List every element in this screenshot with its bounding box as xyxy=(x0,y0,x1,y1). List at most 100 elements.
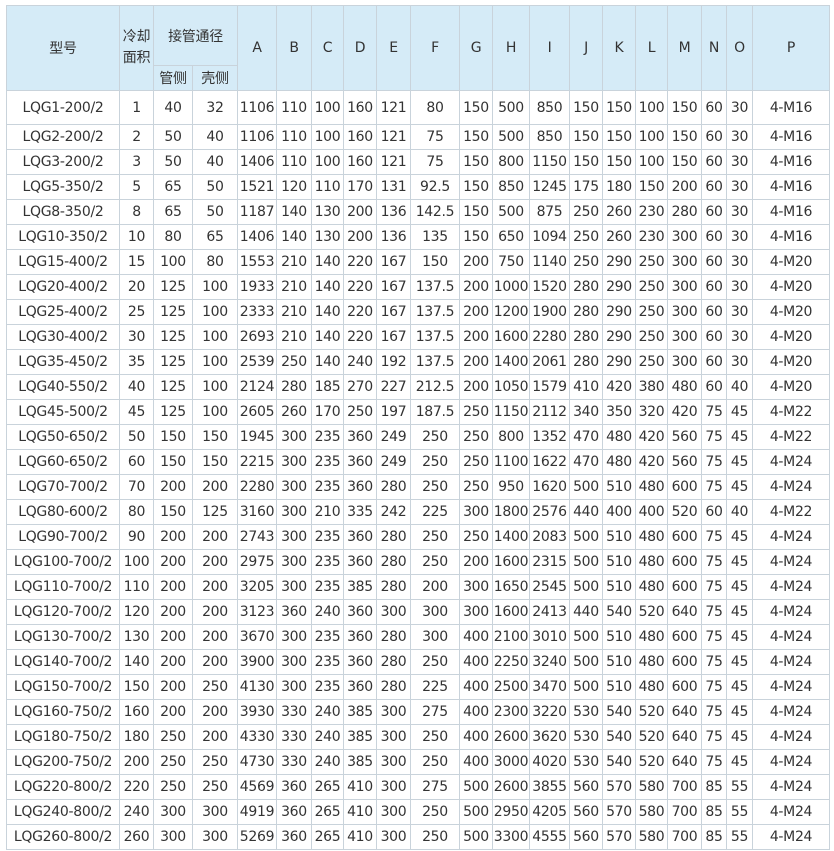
value-cell: 350 xyxy=(602,399,636,425)
value-cell: 360 xyxy=(343,524,377,550)
value-cell: 300 xyxy=(276,524,312,550)
value-cell: 4-M24 xyxy=(752,599,830,625)
value-cell: 330 xyxy=(276,724,312,750)
value-cell: 45 xyxy=(726,399,753,425)
value-cell: 60 xyxy=(701,90,727,125)
value-cell: 1140 xyxy=(529,249,570,275)
value-cell: 300 xyxy=(376,799,411,825)
value-cell: 160 xyxy=(343,90,377,125)
value-cell: 275 xyxy=(410,774,460,800)
value-cell: 4-M20 xyxy=(752,324,830,350)
value-cell: 150 xyxy=(667,90,702,125)
value-cell: 1 xyxy=(119,90,154,125)
table-row: LQG70-700/2 70 200 200 2280 300 235 360 280 250 25… xyxy=(6,474,830,500)
value-cell: 4730 xyxy=(237,749,277,775)
model-cell: LQG3-200/2 xyxy=(6,149,120,175)
value-cell: 35 xyxy=(119,349,154,375)
value-cell: 75 xyxy=(701,749,727,775)
value-cell: 200 xyxy=(192,649,238,675)
table-row: LQG1-200/2 1 40 32 1106 110 100 160 121 80 150 500 8… xyxy=(6,90,830,125)
value-cell: 75 xyxy=(410,124,460,150)
value-cell: 250 xyxy=(410,524,460,550)
value-cell: 1800 xyxy=(492,499,530,525)
value-cell: 3470 xyxy=(529,674,570,700)
value-cell: 140 xyxy=(119,649,154,675)
value-cell: 40 xyxy=(726,499,753,525)
model-cell: LQG120-700/2 xyxy=(6,599,120,625)
table-row: LQG20-400/2 20 125 100 1933 210 140 220 167 137.5… xyxy=(6,274,830,300)
value-cell: 290 xyxy=(602,249,636,275)
value-cell: 4569 xyxy=(237,774,277,800)
value-cell: 170 xyxy=(343,174,377,200)
value-cell: 200 xyxy=(459,549,493,575)
table-row: LQG30-400/2 30 125 100 2693 210 140 220 167 137.5… xyxy=(6,324,830,350)
value-cell: 540 xyxy=(602,724,636,750)
value-cell: 400 xyxy=(602,499,636,525)
value-cell: 400 xyxy=(459,749,493,775)
value-cell: 200 xyxy=(119,749,154,775)
value-cell: 220 xyxy=(343,324,377,350)
value-cell: 140 xyxy=(276,224,312,250)
value-cell: 140 xyxy=(311,249,344,275)
value-cell: 250 xyxy=(192,749,238,775)
value-cell: 60 xyxy=(701,124,727,150)
value-cell: 3 xyxy=(119,149,154,175)
value-cell: 330 xyxy=(276,699,312,725)
value-cell: 167 xyxy=(376,249,411,275)
value-cell: 1579 xyxy=(529,374,570,400)
value-cell: 280 xyxy=(667,199,702,225)
value-cell: 200 xyxy=(459,324,493,350)
value-cell: 235 xyxy=(311,649,344,675)
value-cell: 200 xyxy=(153,624,193,650)
value-cell: 3855 xyxy=(529,774,570,800)
value-cell: 210 xyxy=(276,249,312,275)
value-cell: 2950 xyxy=(492,799,530,825)
value-cell: 300 xyxy=(667,324,702,350)
value-cell: 290 xyxy=(602,274,636,300)
value-cell: 360 xyxy=(276,824,312,850)
table-row: LQG130-700/2 130 200 200 3670 300 235 360 280 300… xyxy=(6,624,830,650)
value-cell: 137.5 xyxy=(410,349,460,375)
value-cell: 100 xyxy=(311,90,344,125)
model-cell: LQG180-750/2 xyxy=(6,724,120,750)
value-cell: 1933 xyxy=(237,274,277,300)
model-cell: LQG130-700/2 xyxy=(6,624,120,650)
value-cell: 300 xyxy=(192,824,238,850)
value-cell: 1200 xyxy=(492,299,530,325)
value-cell: 700 xyxy=(667,824,702,850)
value-cell: 300 xyxy=(459,599,493,625)
value-cell: 500 xyxy=(569,549,603,575)
value-cell: 530 xyxy=(569,699,603,725)
model-cell: LQG60-650/2 xyxy=(6,449,120,475)
value-cell: 142.5 xyxy=(410,199,460,225)
value-cell: 250 xyxy=(410,749,460,775)
value-cell: 3205 xyxy=(237,574,277,600)
value-cell: 75 xyxy=(701,724,727,750)
value-cell: 500 xyxy=(459,774,493,800)
value-cell: 600 xyxy=(667,649,702,675)
value-cell: 250 xyxy=(410,724,460,750)
value-cell: 100 xyxy=(311,124,344,150)
value-cell: 2124 xyxy=(237,374,277,400)
table-row: LQG120-700/2 120 200 200 3123 360 240 360 300 300… xyxy=(6,599,830,625)
value-cell: 480 xyxy=(635,474,668,500)
value-cell: 1187 xyxy=(237,199,277,225)
value-cell: 100 xyxy=(192,399,238,425)
value-cell: 4-M16 xyxy=(752,199,830,225)
value-cell: 1520 xyxy=(529,274,570,300)
value-cell: 4-M16 xyxy=(752,124,830,150)
value-cell: 80 xyxy=(410,90,460,125)
value-cell: 210 xyxy=(276,324,312,350)
value-cell: 75 xyxy=(701,599,727,625)
value-cell: 560 xyxy=(667,449,702,475)
value-cell: 640 xyxy=(667,749,702,775)
value-cell: 2413 xyxy=(529,599,570,625)
value-cell: 136 xyxy=(376,224,411,250)
value-cell: 950 xyxy=(492,474,530,500)
value-cell: 250 xyxy=(153,774,193,800)
value-cell: 100 xyxy=(153,249,193,275)
model-cell: LQG35-450/2 xyxy=(6,349,120,375)
value-cell: 420 xyxy=(635,424,668,450)
value-cell: 500 xyxy=(569,674,603,700)
table-body: LQG1-200/2 1 40 32 1106 110 100 160 121 80 150 500 8… xyxy=(6,90,830,850)
